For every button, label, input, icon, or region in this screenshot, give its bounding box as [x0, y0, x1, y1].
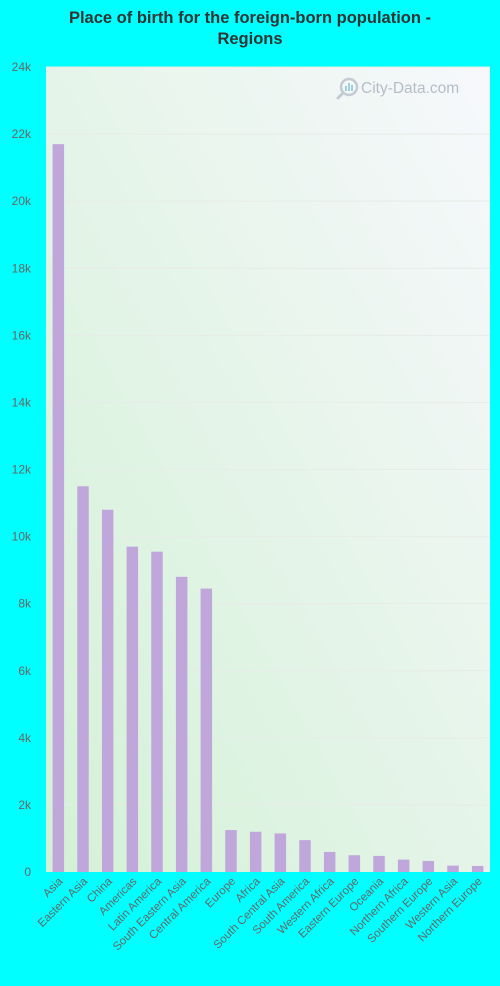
y-tick-label: 4k	[18, 731, 32, 745]
y-tick-label: 8k	[18, 597, 32, 611]
y-tick-label: 24k	[12, 60, 32, 74]
y-tick-label: 2k	[18, 798, 32, 812]
y-tick-label: 6k	[18, 664, 32, 678]
watermark: City-Data.com	[336, 77, 459, 100]
y-tick-label: 20k	[12, 194, 32, 208]
y-tick-label: 16k	[12, 328, 32, 342]
bar-eastern-europe	[348, 855, 361, 872]
bar-western-africa	[323, 851, 336, 872]
bar-asia	[52, 144, 65, 873]
bar-northern-europe	[471, 865, 484, 872]
y-tick-label: 0	[24, 865, 31, 879]
bar-eastern-asia	[77, 486, 89, 872]
bar-south-eastern-asia	[175, 576, 188, 872]
y-axis-ticks: 0 2k 4k 6k 8k 10k 12k 14k 16k 18k 20k 22k 24k	[12, 60, 32, 879]
y-tick-label: 10k	[12, 530, 32, 544]
chart-title: Place of birth for the foreign-born popu…	[0, 8, 500, 50]
bar-china	[101, 509, 114, 872]
bar-south-america	[299, 840, 311, 872]
watermark-text: City-Data.com	[361, 80, 459, 97]
bar-africa	[249, 831, 262, 872]
bar-americas	[126, 546, 139, 872]
bar-latin-america	[151, 551, 163, 872]
chart-title-line-1: Place of birth for the foreign-born popu…	[68, 9, 432, 27]
bar-southern-europe	[422, 860, 435, 872]
y-tick-label: 14k	[12, 395, 32, 409]
bars	[52, 144, 484, 873]
magnifier-icon	[336, 77, 359, 100]
chart-title-line-2: Regions	[217, 30, 283, 48]
bar-south-central-asia	[274, 833, 287, 872]
bar-oceania	[373, 855, 385, 872]
y-tick-label: 22k	[12, 127, 32, 141]
bar-europe	[225, 830, 237, 872]
bar-central-america	[200, 588, 213, 872]
bar-northern-africa	[397, 859, 410, 872]
bar-western-asia	[447, 865, 459, 872]
gridlines	[46, 66, 490, 806]
y-tick-label: 18k	[12, 261, 32, 275]
y-tick-label: 12k	[12, 463, 32, 477]
